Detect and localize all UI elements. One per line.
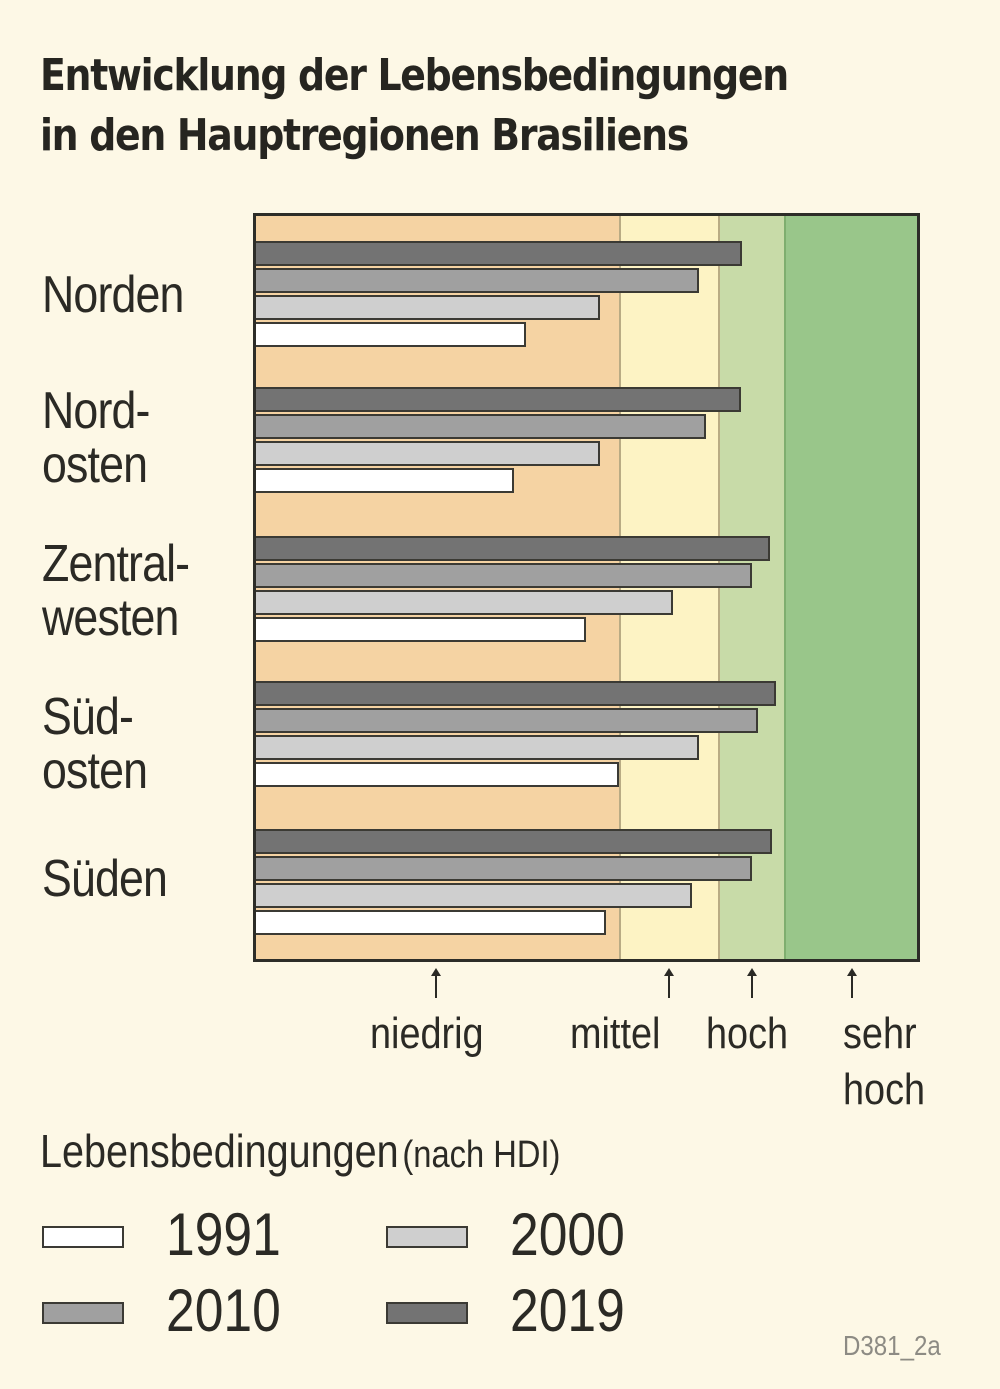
region-label: Norden [42, 266, 184, 324]
bar-2000 [256, 883, 693, 908]
category-label-niedrig: niedrig [370, 1009, 484, 1058]
x-axis-title-main: Lebensbedingungen [40, 1125, 399, 1177]
bar-2010 [256, 708, 759, 733]
bar-2010 [256, 856, 752, 881]
bar-2000 [256, 735, 699, 760]
bar-2000 [256, 590, 674, 615]
region-label: Süden [42, 850, 168, 908]
chart-title-line-2: in den Hauptregionen Brasiliens [40, 110, 689, 161]
plot-area [253, 213, 920, 962]
x-axis-title: Lebensbedingungen (nach HDI) [40, 1124, 560, 1178]
band-sehr-hoch [784, 216, 917, 959]
legend-label: 2010 [166, 1277, 281, 1344]
legend-label: 2000 [510, 1201, 625, 1268]
chart-title: Entwicklung der Lebensbedingungen in den… [40, 46, 789, 166]
up-arrow-icon [431, 968, 441, 998]
category-label-hoch: hoch [706, 1009, 789, 1058]
bar-2019 [256, 536, 771, 561]
band-separator [783, 216, 786, 959]
region-label: Nord-osten [42, 382, 150, 494]
legend-label: 1991 [166, 1201, 281, 1268]
bar-1991 [256, 468, 515, 493]
region-label: Süd-osten [42, 688, 148, 800]
legend-swatch [42, 1226, 124, 1248]
chart-title-line-1: Entwicklung der Lebensbedingungen [40, 50, 789, 101]
legend-label: 2019 [510, 1277, 625, 1344]
bar-1991 [256, 322, 527, 347]
bar-2010 [256, 268, 699, 293]
x-axis-title-sub: (nach HDI) [402, 1134, 561, 1176]
bar-2010 [256, 414, 707, 439]
legend-swatch [42, 1302, 124, 1324]
category-label-mittel: mittel [570, 1009, 661, 1058]
legend-swatch [386, 1226, 468, 1248]
bar-1991 [256, 762, 619, 787]
bar-2019 [256, 241, 742, 266]
bar-2010 [256, 563, 752, 588]
bar-1991 [256, 617, 586, 642]
bar-2019 [256, 387, 741, 412]
region-label: Zentral-westen [42, 535, 190, 647]
figure-code: D381_2a [843, 1330, 941, 1361]
bar-1991 [256, 910, 606, 935]
bar-2019 [256, 829, 772, 854]
bar-2000 [256, 441, 600, 466]
bar-2000 [256, 295, 600, 320]
bar-2019 [256, 681, 776, 706]
category-label-sehr-hoch: sehr hoch [843, 1009, 926, 1114]
up-arrow-icon [747, 968, 757, 998]
legend-swatch [386, 1302, 468, 1324]
up-arrow-icon [847, 968, 857, 998]
up-arrow-icon [664, 968, 674, 998]
